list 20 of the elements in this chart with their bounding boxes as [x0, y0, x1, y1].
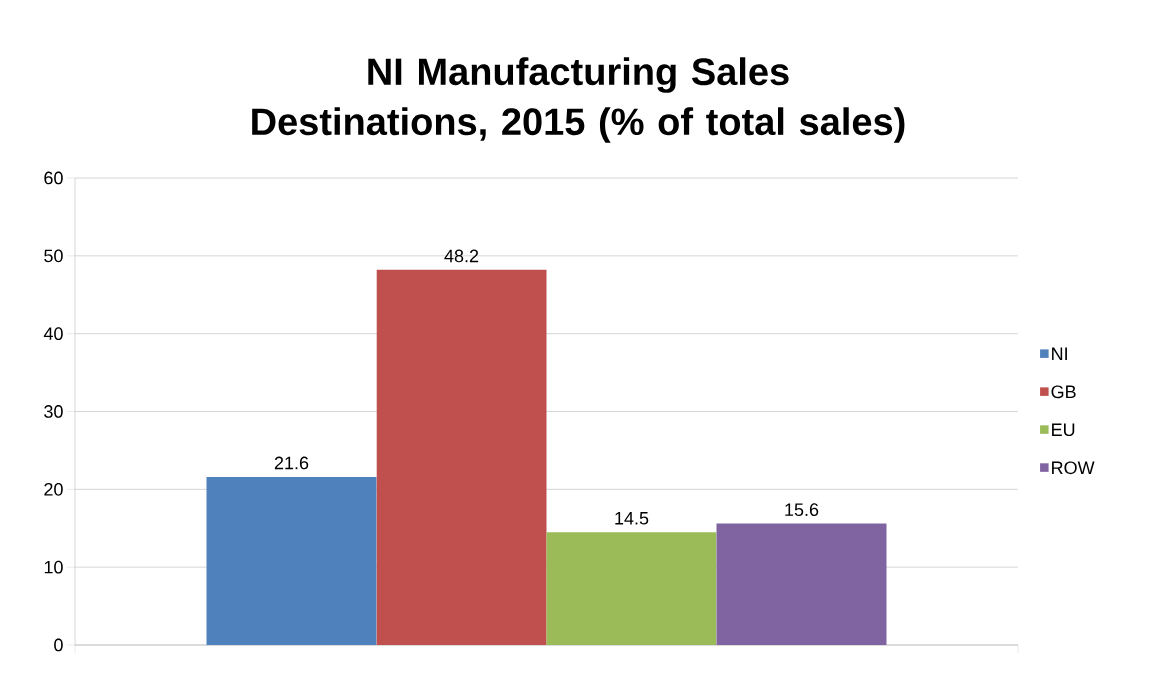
y-tick-label: 30	[44, 405, 63, 418]
legend-label: ROW	[1052, 461, 1095, 475]
data-label: 48.2	[444, 249, 479, 263]
y-tick-label: 50	[44, 249, 63, 263]
bar	[206, 476, 377, 645]
data-label: 14.5	[615, 512, 649, 525]
bar	[546, 532, 717, 645]
bar	[716, 523, 887, 645]
y-tick-label: 10	[44, 560, 63, 574]
y-tick-label: 40	[43, 327, 63, 341]
legend-label: EU	[1052, 423, 1075, 437]
bar	[376, 269, 547, 645]
legend-label: GB	[1051, 385, 1076, 399]
y-tick-label: 20	[44, 482, 63, 496]
data-label: 21.6	[274, 456, 309, 470]
y-tick-label: 60	[44, 171, 63, 185]
chart-title: NI Manufacturing Sales Destinations, 2015 (% of total sales)	[252, 57, 905, 143]
y-tick-label: 0	[54, 638, 63, 652]
data-label: 15.6	[785, 503, 819, 517]
legend-label: NI	[1052, 347, 1067, 360]
